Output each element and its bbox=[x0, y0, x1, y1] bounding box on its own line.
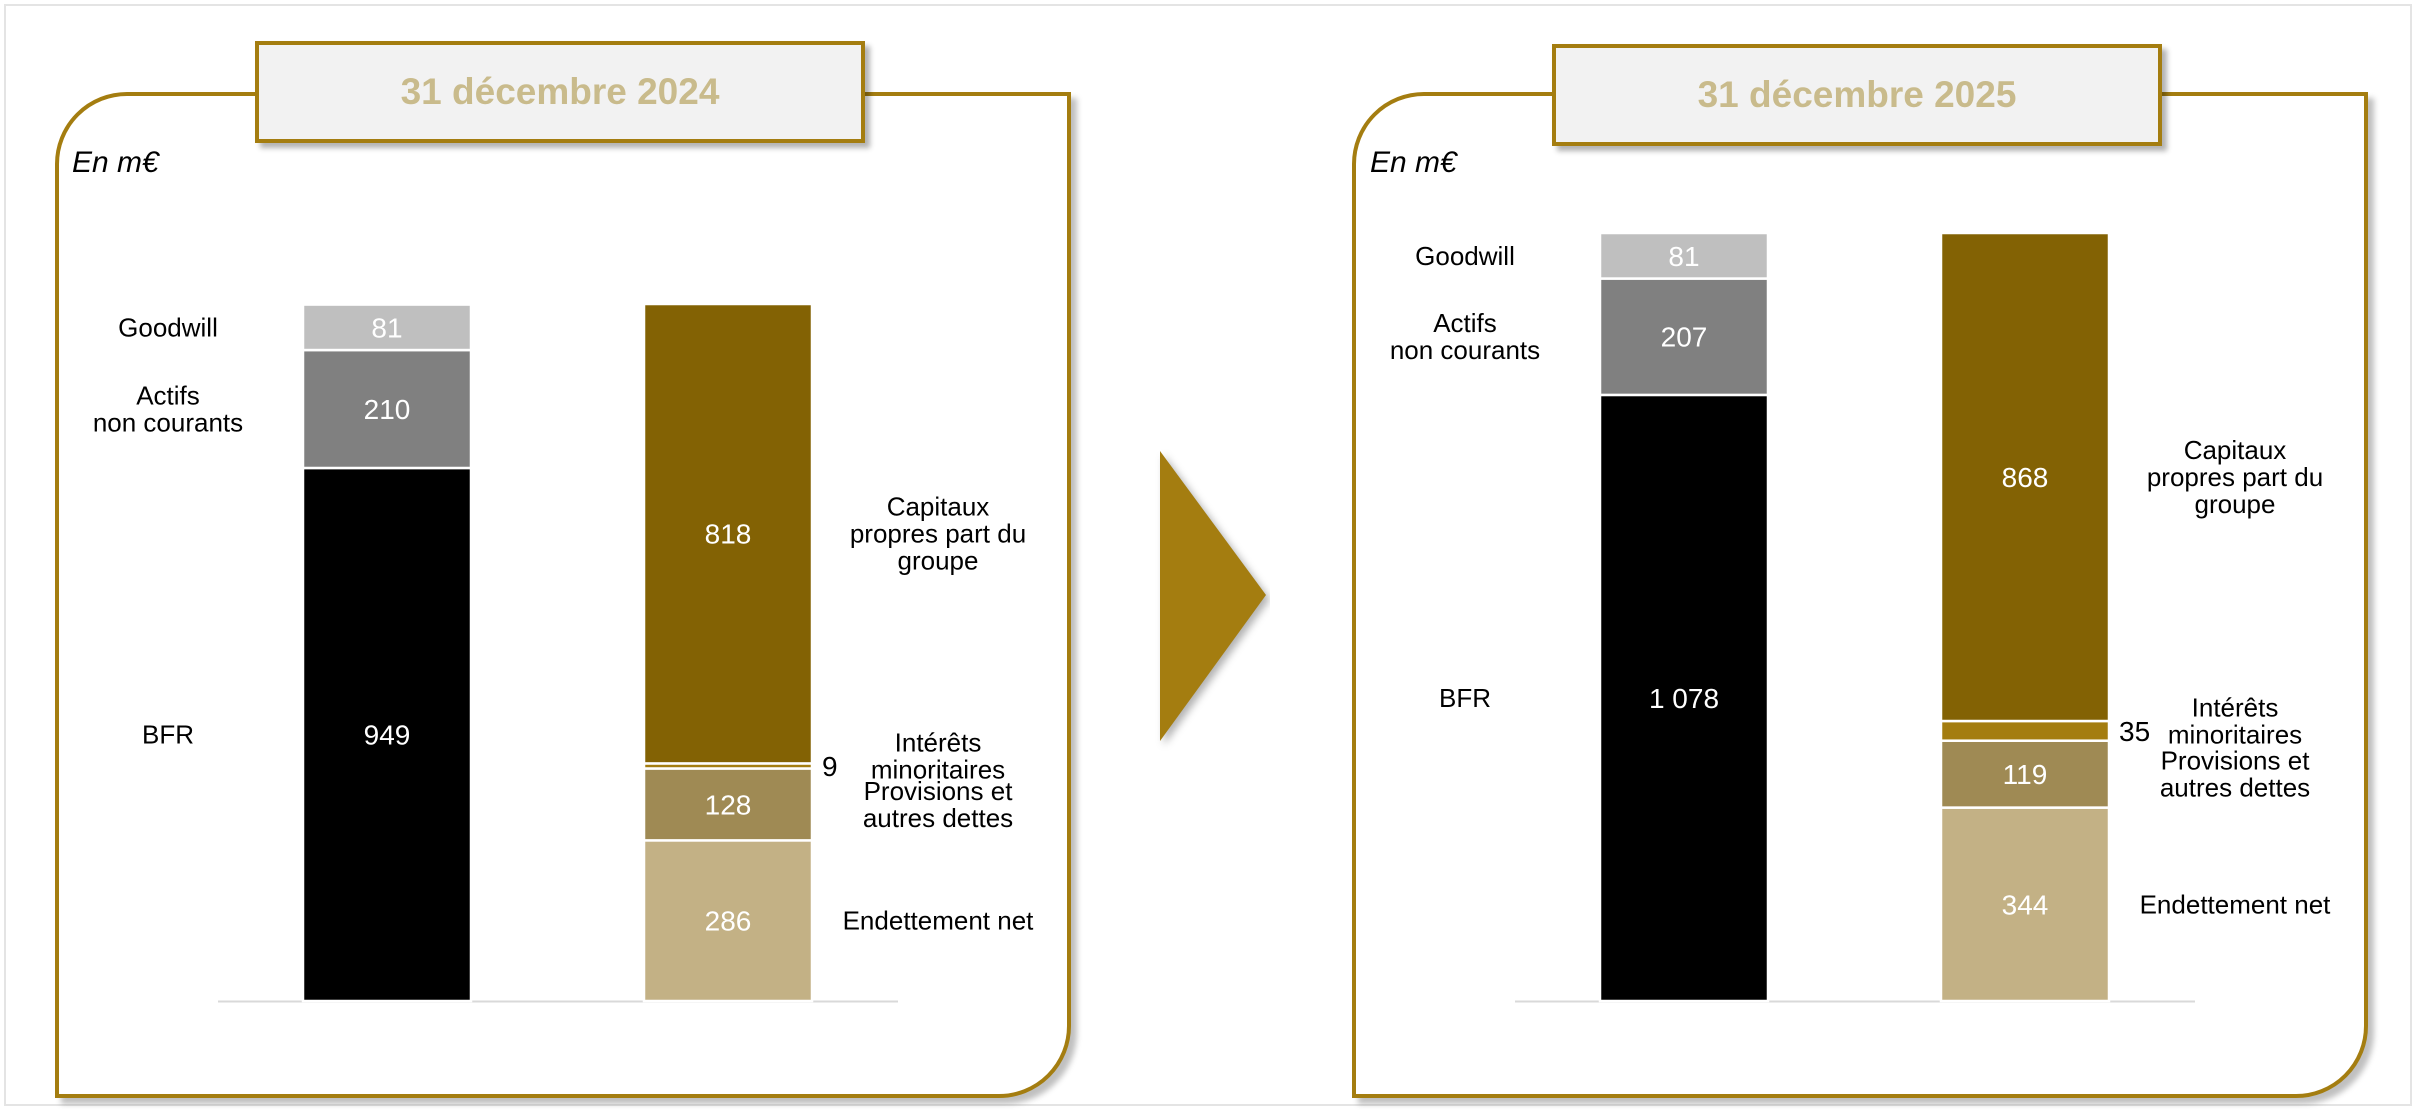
data-label-actifs-non-courants: 207 bbox=[1661, 322, 1708, 353]
bar-segment-bfr bbox=[301, 466, 473, 1003]
bar-segment-endettement-net bbox=[1939, 806, 2111, 1003]
segment-label-actifs-non-courants: Actifs non courants bbox=[93, 381, 243, 438]
bar-segment-capitaux-propres-part-du-groupe bbox=[642, 302, 814, 765]
segment-label-actifs-non-courants: Actifs non courants bbox=[1390, 308, 1540, 365]
segment-label-bfr: BFR bbox=[1439, 683, 1491, 713]
bar-segment-goodwill bbox=[1598, 231, 1770, 280]
bar-segment-actifs-non-courants bbox=[301, 348, 473, 470]
bar-segment-provisions-et-autres-dettes bbox=[1939, 739, 2111, 809]
bar-segment-actifs-non-courants bbox=[1598, 277, 1770, 397]
segment-label-provisions-et-autres-dettes: Provisions et autres dettes bbox=[863, 776, 1013, 833]
segment-label-interets-minoritaires: Intérêts minoritaires bbox=[2168, 692, 2302, 749]
transition-arrow-icon bbox=[1160, 451, 1266, 741]
data-label-endettement-net: 344 bbox=[2002, 889, 2049, 920]
data-label-interets-minoritaires: 35 bbox=[2119, 716, 2150, 747]
data-label-bfr: 949 bbox=[364, 720, 411, 751]
bar-segment-provisions-et-autres-dettes bbox=[642, 767, 814, 842]
data-label-provisions-et-autres-dettes: 128 bbox=[705, 789, 752, 820]
segment-label-capitaux-propres-part-du-groupe: Capitaux propres part du groupe bbox=[850, 492, 1026, 576]
bar-segment-interets-minoritaires bbox=[1939, 719, 2111, 742]
unit-label-2024: En m€ bbox=[72, 146, 159, 179]
bar-segment-bfr bbox=[1598, 393, 1770, 1003]
segment-label-goodwill: Goodwill bbox=[118, 312, 218, 342]
segment-label-capitaux-propres-part-du-groupe: Capitaux propres part du groupe bbox=[2147, 435, 2323, 519]
data-label-goodwill: 81 bbox=[1668, 241, 1699, 272]
bar-segment-endettement-net bbox=[642, 839, 814, 1003]
data-label-capitaux-propres-part-du-groupe: 868 bbox=[2002, 462, 2049, 493]
bar-segment-goodwill bbox=[301, 303, 473, 352]
segment-label-provisions-et-autres-dettes: Provisions et autres dettes bbox=[2160, 746, 2310, 803]
segment-label-interets-minoritaires: Intérêts minoritaires bbox=[871, 727, 1005, 784]
data-label-endettement-net: 286 bbox=[705, 906, 752, 937]
panel-2025 bbox=[1352, 92, 2368, 1098]
segment-label-endettement-net: Endettement net bbox=[843, 906, 1035, 936]
panel-title-2024: 31 décembre 2024 bbox=[255, 41, 865, 143]
stacked-bar-chart-2025: 1 078 BFR 207 Actifs non courants 81 Goodwill 3… bbox=[1390, 231, 2332, 1003]
stacked-bar-chart-2024: 949 BFR 210 Actifs non courants 81 Goodwill 286… bbox=[93, 302, 1035, 1003]
data-label-capitaux-propres-part-du-groupe: 818 bbox=[705, 519, 752, 550]
bar-segment-capitaux-propres-part-du-groupe bbox=[1939, 231, 2111, 723]
panel-title-2025: 31 décembre 2025 bbox=[1552, 44, 2162, 146]
data-label-interets-minoritaires: 9 bbox=[822, 751, 838, 782]
panel-2024 bbox=[55, 92, 1071, 1098]
data-label-provisions-et-autres-dettes: 119 bbox=[2003, 759, 2048, 790]
data-label-bfr: 1 078 bbox=[1649, 683, 1719, 714]
segment-label-bfr: BFR bbox=[142, 720, 194, 750]
data-label-goodwill: 81 bbox=[371, 312, 402, 343]
segment-label-goodwill: Goodwill bbox=[1415, 241, 1515, 271]
data-label-actifs-non-courants: 210 bbox=[364, 394, 411, 425]
segment-label-endettement-net: Endettement net bbox=[2140, 889, 2332, 919]
unit-label-2025: En m€ bbox=[1370, 146, 1457, 179]
